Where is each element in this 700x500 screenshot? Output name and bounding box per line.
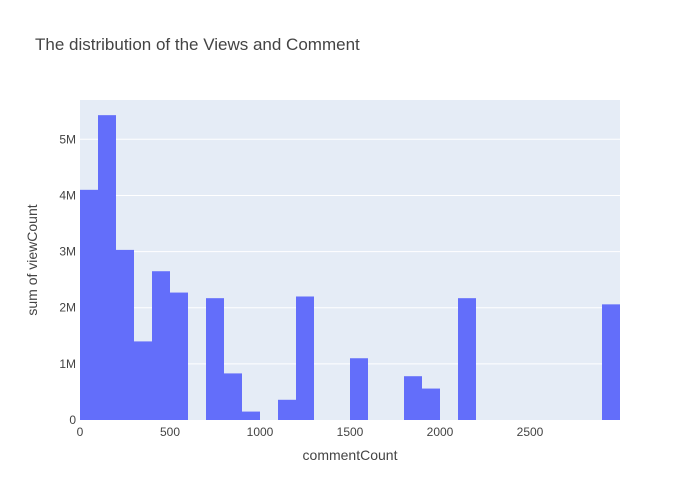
x-tick-label: 500 <box>160 425 180 439</box>
y-axis-title: sum of viewCount <box>24 204 40 315</box>
x-axis-title: commentCount <box>303 447 398 463</box>
histogram-bar[interactable] <box>224 373 242 420</box>
histogram-bar[interactable] <box>170 292 188 420</box>
histogram-bar[interactable] <box>116 249 134 420</box>
x-tick-label: 2000 <box>427 425 454 439</box>
y-tick-label: 5M <box>59 132 76 146</box>
histogram-bar[interactable] <box>206 298 224 420</box>
histogram-bar[interactable] <box>404 376 422 420</box>
histogram-bar[interactable] <box>152 271 170 420</box>
y-tick-label: 4M <box>59 188 76 202</box>
histogram-bar[interactable] <box>278 399 296 420</box>
bars <box>80 115 620 420</box>
histogram-bar[interactable] <box>602 304 620 420</box>
x-tick-labels: 0 500 1000 1500 2000 2500 <box>77 425 544 439</box>
y-tick-label: 3M <box>59 245 76 259</box>
x-tick-label: 1000 <box>247 425 274 439</box>
histogram-bar[interactable] <box>134 341 152 420</box>
y-tick-label: 1M <box>59 357 76 371</box>
x-tick-label: 0 <box>77 425 84 439</box>
x-tick-label: 1500 <box>337 425 364 439</box>
histogram-bar[interactable] <box>242 411 260 420</box>
histogram-bar[interactable] <box>350 358 368 420</box>
histogram-bar[interactable] <box>422 388 440 420</box>
histogram-bar[interactable] <box>296 296 314 420</box>
histogram-bar[interactable] <box>80 189 98 420</box>
y-tick-labels: 0 1M 2M 3M 4M 5M <box>59 132 76 427</box>
histogram-bar[interactable] <box>98 115 116 420</box>
x-tick-label: 2500 <box>517 425 544 439</box>
y-tick-label: 0 <box>69 413 76 427</box>
y-tick-label: 2M <box>59 301 76 315</box>
histogram-bar[interactable] <box>458 298 476 420</box>
chart-title: The distribution of the Views and Commen… <box>35 35 360 54</box>
